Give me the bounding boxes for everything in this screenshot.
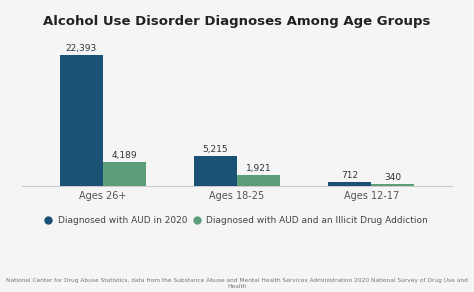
Legend: Diagnosed with AUD in 2020, Diagnosed with AUD and an Illicit Drug Addiction: Diagnosed with AUD in 2020, Diagnosed wi… [46, 216, 428, 225]
Text: 712: 712 [341, 171, 358, 180]
Bar [103, 162, 146, 186]
Title: Alcohol Use Disorder Diagnoses Among Age Groups: Alcohol Use Disorder Diagnoses Among Age… [43, 15, 431, 28]
Text: 5,215: 5,215 [203, 145, 228, 154]
Text: 340: 340 [384, 173, 401, 182]
Text: National Center for Drug Abuse Statistics, data from the Substance Abuse and Men: National Center for Drug Abuse Statistic… [6, 278, 468, 289]
Bar [371, 185, 414, 186]
Text: 4,189: 4,189 [111, 151, 137, 160]
Bar [60, 55, 103, 186]
Bar [194, 156, 237, 186]
Bar [328, 182, 371, 186]
Bar [237, 175, 280, 186]
Text: 22,393: 22,393 [66, 44, 97, 53]
Text: 1,921: 1,921 [246, 164, 271, 173]
